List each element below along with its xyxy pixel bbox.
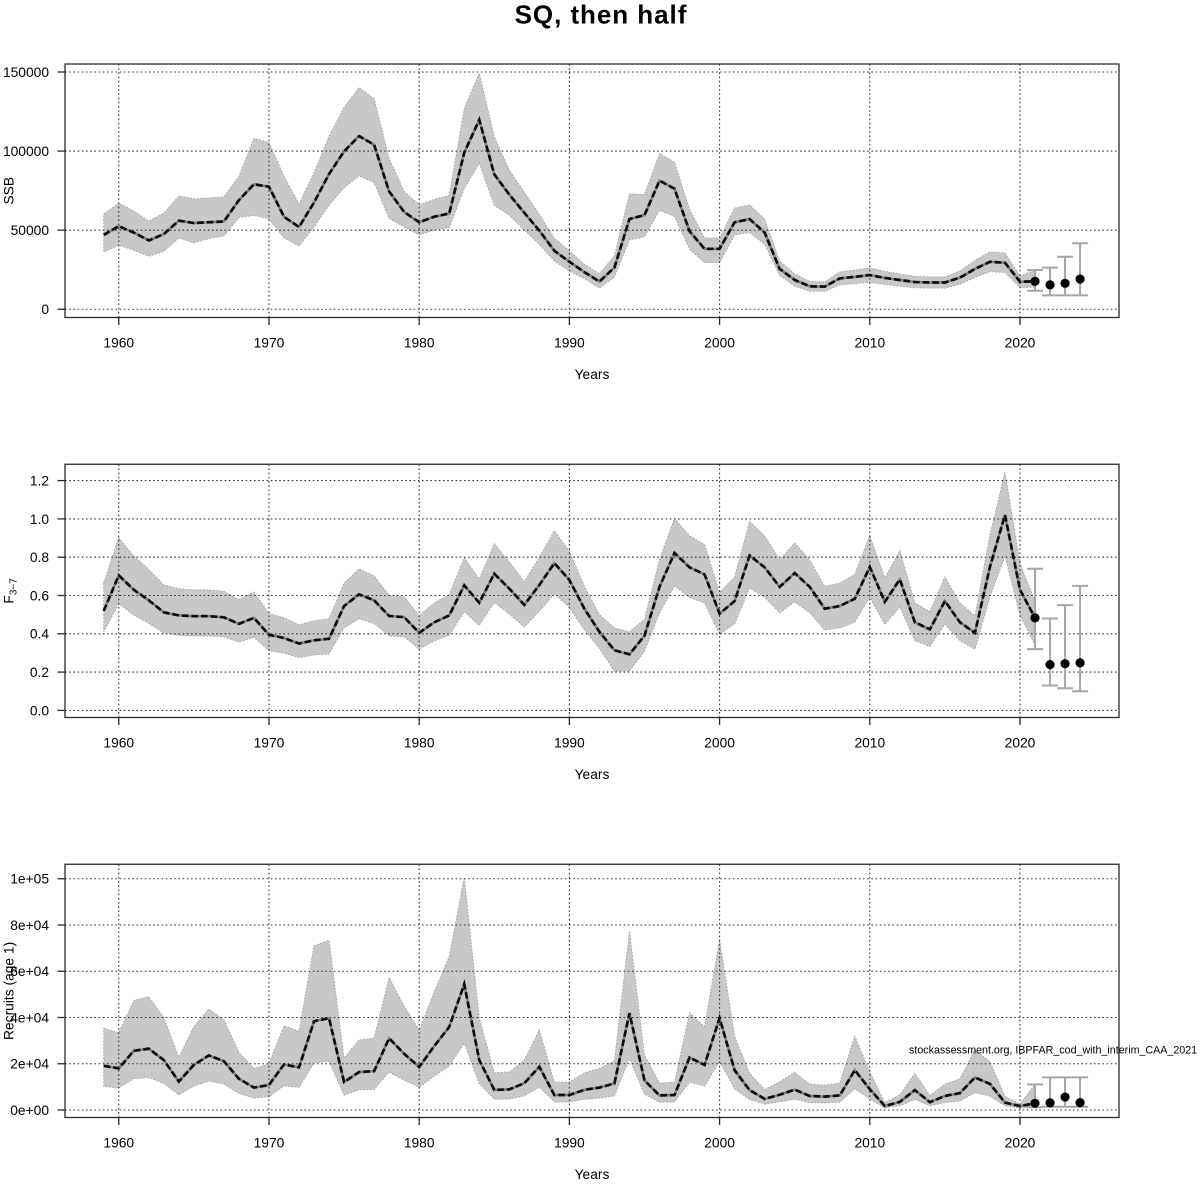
svg-text:2000: 2000: [704, 336, 735, 351]
svg-text:2020: 2020: [1005, 336, 1036, 351]
svg-text:2010: 2010: [854, 736, 885, 751]
svg-text:1990: 1990: [554, 1136, 585, 1151]
svg-text:2020: 2020: [1005, 736, 1036, 751]
svg-text:0.4: 0.4: [30, 627, 50, 642]
svg-text:2e+04: 2e+04: [10, 1057, 49, 1072]
svg-text:1970: 1970: [254, 736, 285, 751]
svg-text:stockassessment.org, IBPFAR_co: stockassessment.org, IBPFAR_cod_with_int…: [909, 1045, 1197, 1057]
svg-text:Recruits (age 1): Recruits (age 1): [2, 942, 17, 1040]
svg-text:2010: 2010: [854, 1136, 885, 1151]
svg-text:1990: 1990: [554, 336, 585, 351]
svg-text:2010: 2010: [854, 336, 885, 351]
svg-text:1980: 1980: [404, 736, 435, 751]
svg-text:1960: 1960: [103, 336, 134, 351]
svg-text:0.0: 0.0: [30, 703, 50, 718]
svg-text:0e+00: 0e+00: [10, 1103, 49, 1118]
svg-text:8e+04: 8e+04: [10, 918, 49, 933]
svg-text:4e+04: 4e+04: [10, 1010, 49, 1025]
svg-text:SQ, then half: SQ, then half: [515, 0, 688, 30]
svg-text:Years: Years: [575, 767, 610, 782]
svg-text:2000: 2000: [704, 1136, 735, 1151]
svg-text:SSB: SSB: [2, 177, 17, 205]
svg-text:1970: 1970: [254, 1136, 285, 1151]
svg-text:1.0: 1.0: [30, 512, 50, 527]
svg-text:Years: Years: [575, 1167, 610, 1182]
svg-text:1.2: 1.2: [30, 474, 49, 489]
svg-text:2020: 2020: [1005, 1136, 1036, 1151]
svg-text:0.8: 0.8: [30, 550, 50, 565]
svg-text:Years: Years: [575, 367, 610, 382]
svg-text:1990: 1990: [554, 736, 585, 751]
svg-text:0.6: 0.6: [30, 588, 50, 603]
svg-text:100000: 100000: [3, 144, 49, 159]
svg-text:1980: 1980: [404, 336, 435, 351]
svg-text:1960: 1960: [103, 1136, 134, 1151]
svg-text:0: 0: [41, 302, 49, 317]
svg-text:1980: 1980: [404, 1136, 435, 1151]
svg-text:150000: 150000: [3, 65, 49, 80]
svg-text:50000: 50000: [11, 223, 50, 238]
svg-text:1970: 1970: [254, 336, 285, 351]
svg-text:0.2: 0.2: [30, 665, 49, 680]
svg-text:2000: 2000: [704, 736, 735, 751]
svg-text:6e+04: 6e+04: [10, 964, 49, 979]
svg-text:1e+05: 1e+05: [10, 872, 49, 887]
svg-text:1960: 1960: [103, 736, 134, 751]
